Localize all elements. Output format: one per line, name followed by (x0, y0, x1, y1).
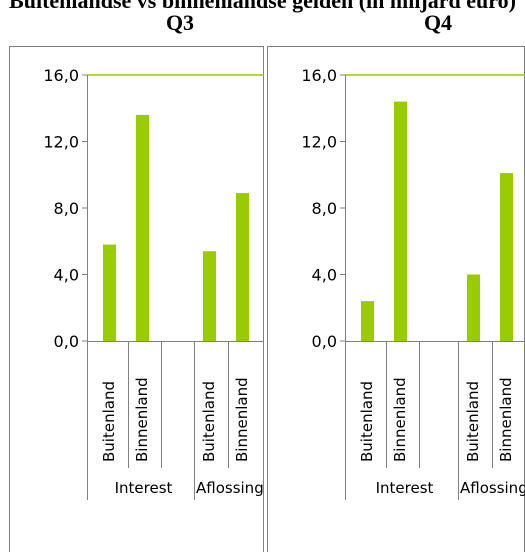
q4-y-tick-label: 16,0 (301, 66, 337, 85)
q3-bar-3 (203, 251, 216, 341)
q3-y-tick-label: 12,0 (43, 133, 79, 152)
q4-category-label: Buitenland (464, 381, 482, 462)
q4-group-label: Aflossing (460, 479, 525, 497)
q4-bar-2 (394, 101, 407, 341)
q3-category-label: Binnenland (233, 377, 251, 462)
q3-bar-2 (136, 114, 149, 342)
q4-category-label: Binnenland (391, 377, 409, 462)
chart-title-q3: Q3 (165, 10, 195, 35)
q3-y-tick-label: 0,0 (54, 332, 79, 351)
q3-category-label: Buitenland (200, 381, 218, 462)
q3-panel-border (9, 46, 264, 552)
q4-group-label: Interest (376, 479, 434, 497)
q4-bar-1 (361, 301, 374, 341)
q3-bar-1 (103, 244, 116, 341)
q3-y-tick-label: 16,0 (43, 66, 79, 85)
q4-y-tick-label: 4,0 (312, 266, 337, 285)
q4-category-label: Buitenland (358, 381, 376, 462)
q3-group-label: Interest (115, 479, 173, 497)
q4-bar-3 (467, 274, 480, 341)
q4-y-tick-label: 8,0 (312, 199, 337, 218)
q3-group-label: Aflossing (196, 479, 264, 497)
q4-bar-4 (500, 173, 513, 341)
q3-category-label: Binnenland (133, 377, 151, 462)
q3-y-tick-label: 8,0 (54, 199, 79, 218)
q3-category-label: Buitenland (100, 381, 118, 462)
q3-y-tick-label: 4,0 (54, 266, 79, 285)
q4-category-label: Binnenland (497, 377, 515, 462)
chart-title-q4: Q4 (423, 10, 453, 35)
page-title: Buitenlandse vs binnenlandse gelden (in … (9, 0, 516, 13)
q4-y-tick-label: 12,0 (301, 133, 337, 152)
q3-bar-4 (236, 193, 249, 341)
q4-y-tick-label: 0,0 (312, 332, 337, 351)
